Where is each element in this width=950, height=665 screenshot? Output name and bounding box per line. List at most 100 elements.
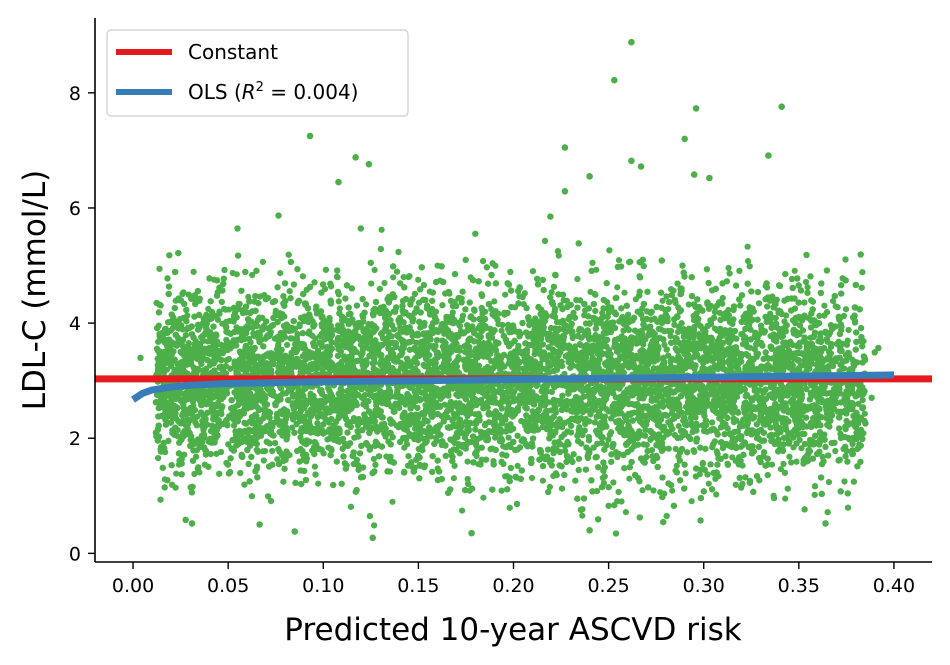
scatter-point [626, 475, 633, 482]
scatter-point [491, 298, 498, 305]
scatter-point [269, 447, 276, 455]
scatter-point [859, 405, 866, 412]
scatter-point [396, 404, 403, 411]
scatter-point [284, 341, 291, 348]
scatter-point [415, 276, 422, 283]
scatter-point [832, 447, 839, 455]
scatter-point [614, 284, 621, 291]
scatter-point [802, 278, 810, 286]
scatter-point [528, 474, 536, 482]
scatter-point [821, 302, 828, 309]
scatter-point [390, 274, 397, 281]
scatter-point [615, 257, 623, 264]
scatter-point [459, 507, 466, 514]
scatter-point [249, 271, 256, 279]
scatter-point [610, 479, 617, 486]
scatter-point [816, 312, 823, 319]
scatter-point [546, 483, 554, 490]
scatter-point [205, 305, 212, 312]
scatter-point [621, 289, 628, 296]
scatter-point [579, 512, 586, 519]
scatter-point [548, 289, 555, 296]
scatter-point [659, 297, 666, 304]
scatter-point [230, 422, 238, 429]
scatter-point [450, 475, 457, 482]
scatter-point [371, 522, 378, 529]
scatter-point [798, 445, 805, 452]
scatter-point [277, 270, 284, 277]
scatter-point [315, 480, 322, 487]
scatter-point [725, 264, 732, 272]
scatter-point [861, 410, 868, 417]
scatter-point [845, 326, 852, 334]
scatter-point [378, 226, 385, 233]
scatter-point [586, 418, 593, 425]
scatter-point [675, 423, 682, 430]
scatter-point [336, 305, 343, 312]
scatter-point [363, 301, 370, 308]
scatter-point [673, 462, 680, 469]
scatter-point [589, 349, 596, 356]
scatter-point [780, 460, 787, 467]
scatter-point [599, 309, 606, 317]
scatter-point [498, 327, 505, 334]
scatter-point [325, 444, 332, 451]
scatter-point [371, 418, 379, 425]
scatter-point [788, 459, 795, 466]
scatter-point [335, 298, 342, 305]
scatter-point [688, 498, 695, 505]
scatter-point [368, 280, 375, 287]
scatter-point [705, 480, 712, 487]
scatter-point [505, 434, 512, 441]
scatter-point [773, 338, 780, 345]
scatter-point [229, 269, 236, 277]
scatter-point [713, 491, 720, 498]
scatter-point [370, 455, 377, 462]
scatter-point [539, 477, 547, 484]
scatter-point [667, 333, 674, 340]
scatter-point [744, 258, 752, 265]
scatter-point [317, 332, 324, 340]
scatter-point [650, 487, 657, 494]
scatter-point [502, 291, 509, 298]
scatter-point [713, 448, 720, 455]
scatter-point [371, 266, 378, 274]
scatter-point [791, 267, 798, 274]
scatter-point [726, 270, 733, 277]
scatter-point [400, 274, 407, 281]
scatter-point [672, 445, 679, 452]
scatter-point [804, 284, 811, 291]
scatter-point [464, 475, 471, 483]
scatter-point [574, 276, 581, 283]
scatter-point [260, 457, 267, 464]
scatter-point [742, 325, 749, 333]
scatter-point [786, 453, 793, 460]
scatter-point [381, 279, 388, 287]
scatter-point [669, 487, 676, 494]
scatter-point [825, 479, 833, 486]
scatter-point [514, 462, 521, 469]
scatter-point [744, 243, 751, 250]
scatter-point [842, 306, 850, 313]
scatter-point [259, 258, 266, 265]
scatter-point [859, 397, 866, 404]
scatter-point [661, 341, 668, 348]
scatter-point [830, 298, 837, 305]
scatter-point [320, 421, 327, 428]
scatter-point [719, 294, 726, 302]
scatter-point [639, 487, 646, 494]
scatter-point [685, 301, 692, 308]
scatter-point [480, 494, 487, 501]
scatter-point [311, 463, 318, 470]
scatter-point [389, 498, 396, 505]
scatter-point [173, 470, 180, 477]
scatter-point [782, 495, 789, 502]
scatter-point [441, 401, 448, 408]
scatter-point [464, 458, 471, 465]
scatter-point [674, 328, 682, 336]
scatter-point [622, 508, 630, 516]
scatter-point [777, 466, 785, 473]
scatter-point [191, 470, 198, 478]
scatter-point [155, 455, 162, 462]
